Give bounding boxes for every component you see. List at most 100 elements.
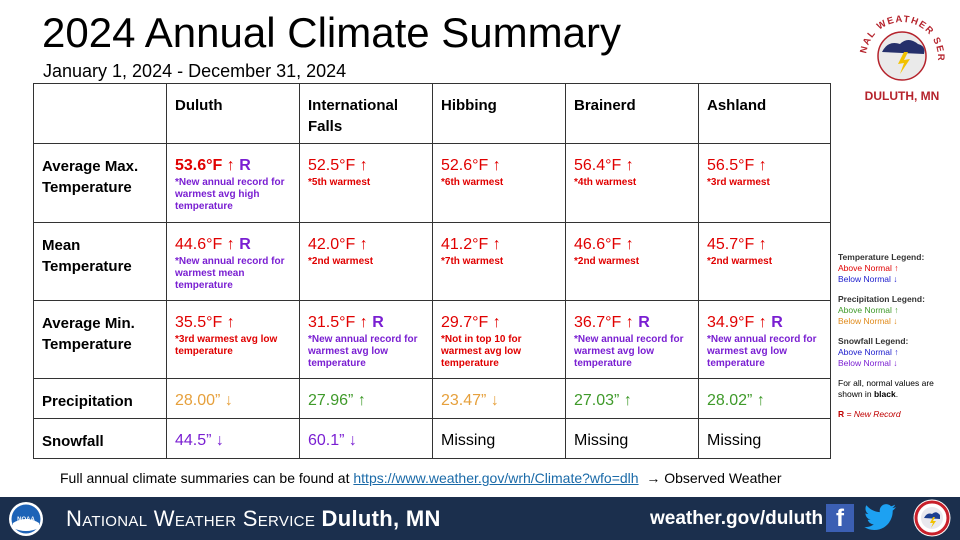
legend: Temperature Legend: Above Normal ↑ Below… bbox=[838, 252, 958, 420]
cell-note: *New annual record for warmest avg low t… bbox=[308, 334, 418, 369]
cell-note: *3rd warmest avg low temperature bbox=[175, 334, 278, 357]
cell-value: 53.6°F ↑ R bbox=[175, 156, 291, 176]
table-cell: 35.5°F ↑ *3rd warmest avg low temperature bbox=[166, 300, 300, 379]
cell-value: 44.5” ↓ bbox=[175, 431, 291, 451]
cell-value-text: Missing bbox=[574, 432, 629, 449]
cell-note: *New annual record for warmest mean temp… bbox=[175, 256, 285, 291]
cell-note: *New annual record for warmest avg low t… bbox=[707, 334, 817, 369]
column-header: International Falls bbox=[299, 83, 433, 144]
column-header: Ashland bbox=[698, 83, 831, 144]
record-marker: R bbox=[638, 314, 650, 331]
website-link[interactable]: weather.gov/duluth bbox=[650, 508, 824, 529]
cell-value-text: 28.02” ↑ bbox=[707, 392, 765, 409]
table-cell: 44.6°F ↑ R *New annual record for warmest… bbox=[166, 222, 300, 301]
cell-value: 46.6°F ↑ bbox=[574, 235, 690, 255]
cell-value: 28.02” ↑ bbox=[707, 391, 822, 411]
cell-note: *7th warmest bbox=[441, 256, 504, 267]
snowfall-below-normal: Below Normal ↓ bbox=[838, 358, 898, 368]
record-key-letter: R bbox=[838, 409, 845, 419]
cell-value-text: Missing bbox=[707, 432, 762, 449]
cell-value-text: 46.6°F ↑ bbox=[574, 236, 634, 253]
record-marker: R bbox=[372, 314, 384, 331]
column-header: Duluth bbox=[166, 83, 300, 144]
normals-note-text: For all, normal values are shown in bbox=[838, 378, 934, 399]
cell-value: 23.47” ↓ bbox=[441, 391, 557, 411]
table-cell: 27.03” ↑ bbox=[565, 378, 699, 419]
record-key-desc: = New Record bbox=[846, 409, 901, 419]
cell-value: 41.2°F ↑ bbox=[441, 235, 557, 255]
facebook-icon[interactable]: f bbox=[826, 504, 854, 532]
normals-note-word: black bbox=[873, 389, 896, 399]
cell-value-text: 23.47” ↓ bbox=[441, 392, 499, 409]
climate-table: Duluth International Falls Hibbing Brain… bbox=[33, 83, 831, 459]
cell-value-text: 52.5°F ↑ bbox=[308, 157, 368, 174]
cell-value: 31.5°F ↑ R bbox=[308, 313, 424, 333]
row-label: Snowfall bbox=[33, 418, 167, 459]
cell-value: Missing bbox=[441, 431, 557, 451]
table-cell: 23.47” ↓ bbox=[432, 378, 566, 419]
table-cell: 52.5°F ↑ *5th warmest bbox=[299, 143, 433, 223]
row-label: Mean Temperature bbox=[33, 222, 167, 301]
normals-note: For all, normal values are shown in blac… bbox=[838, 378, 934, 399]
table-row: Snowfall 44.5” ↓ 60.1” ↓ Missing Missing Miss… bbox=[33, 418, 831, 459]
temperature-above-normal: Above Normal ↑ bbox=[838, 263, 899, 273]
temperature-legend-heading: Temperature Legend: bbox=[838, 252, 925, 262]
footnote-suffix: → Observed Weather bbox=[646, 470, 782, 486]
nws-duluth-logo: NATIONAL WEATHER SERVICE DULUTH, MN bbox=[852, 6, 945, 103]
cell-value: 52.5°F ↑ bbox=[308, 156, 424, 176]
precipitation-below-normal: Below Normal ↓ bbox=[838, 316, 898, 326]
svg-text:NOAA: NOAA bbox=[17, 517, 35, 523]
cell-value: 27.03” ↑ bbox=[574, 391, 690, 411]
cell-value: Missing bbox=[707, 431, 822, 451]
nws-seal-icon bbox=[913, 499, 951, 537]
date-range: January 1, 2024 - December 31, 2024 bbox=[43, 61, 347, 81]
twitter-icon[interactable] bbox=[864, 503, 898, 533]
cell-value-text: 35.5°F ↑ bbox=[175, 314, 235, 331]
footer-bar: NOAA National Weather Service Duluth, MN… bbox=[0, 497, 960, 540]
table-cell: 53.6°F ↑ R *New annual record for warmest… bbox=[166, 143, 300, 223]
cell-note: *3rd warmest bbox=[707, 177, 770, 188]
cell-value-text: 27.03” ↑ bbox=[574, 392, 632, 409]
cell-note: *2nd warmest bbox=[308, 256, 374, 267]
cell-note: *2nd warmest bbox=[707, 256, 773, 267]
cell-value-text: 42.0°F ↑ bbox=[308, 236, 368, 253]
table-cell: Missing bbox=[565, 418, 699, 459]
cell-note: *New annual record for warmest avg low t… bbox=[574, 334, 684, 369]
record-marker: R bbox=[771, 314, 783, 331]
temperature-below-normal: Below Normal ↓ bbox=[838, 274, 898, 284]
table-cell: 45.7°F ↑ *2nd warmest bbox=[698, 222, 831, 301]
cell-value: 45.7°F ↑ bbox=[707, 235, 822, 255]
cell-value-text: 56.4°F ↑ bbox=[574, 157, 634, 174]
footnote: Full annual climate summaries can be fou… bbox=[60, 469, 782, 487]
snowfall-legend-heading: Snowfall Legend: bbox=[838, 336, 909, 346]
table-cell: 28.00” ↓ bbox=[166, 378, 300, 419]
precipitation-legend-heading: Precipitation Legend: bbox=[838, 294, 925, 304]
table-cell: 28.02” ↑ bbox=[698, 378, 831, 419]
table-cell: 36.7°F ↑ R *New annual record for warmest… bbox=[565, 300, 699, 379]
cell-value-text: 29.7°F ↑ bbox=[441, 314, 501, 331]
cell-note: *5th warmest bbox=[308, 177, 371, 188]
cell-value: 56.4°F ↑ bbox=[574, 156, 690, 176]
cell-value: 29.7°F ↑ bbox=[441, 313, 557, 333]
column-header: Brainerd bbox=[565, 83, 699, 144]
cell-value-text: 31.5°F ↑ bbox=[308, 314, 368, 331]
cell-value-text: 34.9°F ↑ bbox=[707, 314, 767, 331]
cell-value: 60.1” ↓ bbox=[308, 431, 424, 451]
cell-value: 36.7°F ↑ R bbox=[574, 313, 690, 333]
table-cell: 56.4°F ↑ *4th warmest bbox=[565, 143, 699, 223]
cell-note: *2nd warmest bbox=[574, 256, 640, 267]
cell-value-text: 52.6°F ↑ bbox=[441, 157, 501, 174]
record-key: R = New Record bbox=[838, 409, 958, 420]
logo-location: DULUTH, MN bbox=[865, 89, 940, 103]
noaa-logo-icon: NOAA bbox=[9, 502, 43, 536]
cell-value: 28.00” ↓ bbox=[175, 391, 291, 411]
table-row: Mean Temperature 44.6°F ↑ R *New annual re… bbox=[33, 222, 831, 301]
cell-value: 42.0°F ↑ bbox=[308, 235, 424, 255]
cell-value: 35.5°F ↑ bbox=[175, 313, 291, 333]
climate-link[interactable]: https://www.weather.gov/wrh/Climate?wfo=… bbox=[353, 470, 639, 486]
table-row: Average Max. Temperature 53.6°F ↑ R *New a… bbox=[33, 143, 831, 223]
record-marker: R bbox=[239, 157, 251, 174]
cell-note: *Not in top 10 for warmest avg low tempe… bbox=[441, 334, 522, 369]
row-label: Average Max. Temperature bbox=[33, 143, 167, 223]
cell-value-text: 36.7°F ↑ bbox=[574, 314, 634, 331]
